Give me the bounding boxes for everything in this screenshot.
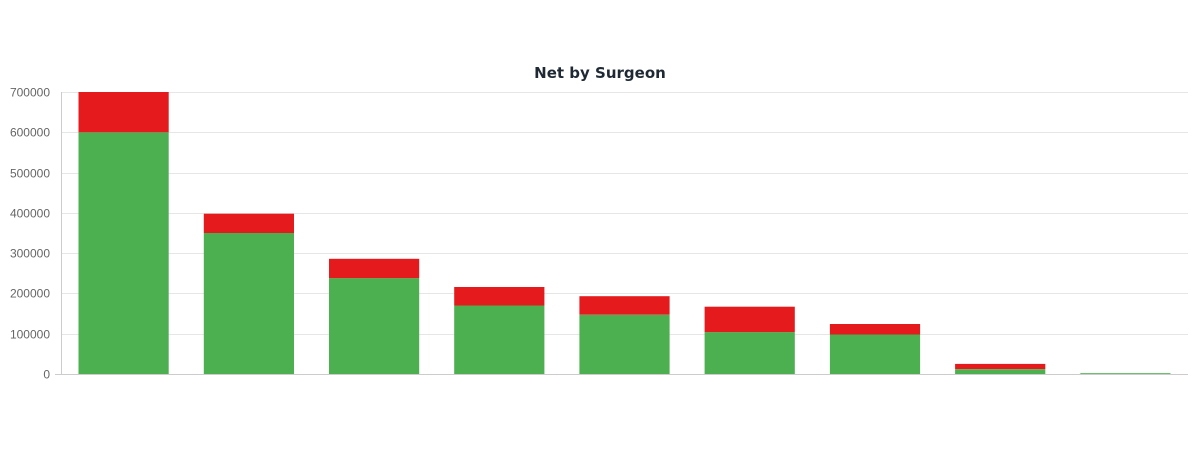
bar-segment[interactable] (454, 305, 545, 375)
bar-segment[interactable] (704, 332, 795, 374)
y-tick-label: 600000 (10, 126, 50, 140)
y-tick-label: 300000 (10, 247, 50, 261)
y-tick-label: 100000 (10, 328, 50, 342)
bar-segment[interactable] (955, 363, 1046, 370)
bar-segment[interactable] (955, 369, 1046, 374)
axes: 0 100000 200000 300000 400000 500000 600000 700… (10, 86, 1188, 382)
y-tick-label: 200000 (10, 287, 50, 301)
bar-segment[interactable] (203, 213, 294, 233)
bar-segment[interactable] (1080, 373, 1171, 374)
bar-segment[interactable] (704, 306, 795, 333)
bar-segment[interactable] (579, 296, 670, 315)
y-tick-label: 0 (43, 368, 50, 382)
y-tick-label: 500000 (10, 167, 50, 181)
bar-segment[interactable] (203, 233, 294, 374)
y-tick-label: 700000 (10, 86, 50, 100)
bar-segment[interactable] (78, 92, 169, 133)
bar-segment[interactable] (579, 314, 670, 374)
bars (78, 92, 1171, 375)
y-tick-label: 400000 (10, 207, 50, 221)
bar-segment[interactable] (454, 287, 545, 306)
bar-segment[interactable] (78, 132, 169, 374)
bar-segment[interactable] (829, 334, 921, 375)
bar-segment[interactable] (329, 258, 420, 279)
bar-segment[interactable] (829, 324, 921, 335)
bar-segment[interactable] (329, 278, 420, 374)
chart-title: Net by Surgeon (534, 64, 666, 82)
